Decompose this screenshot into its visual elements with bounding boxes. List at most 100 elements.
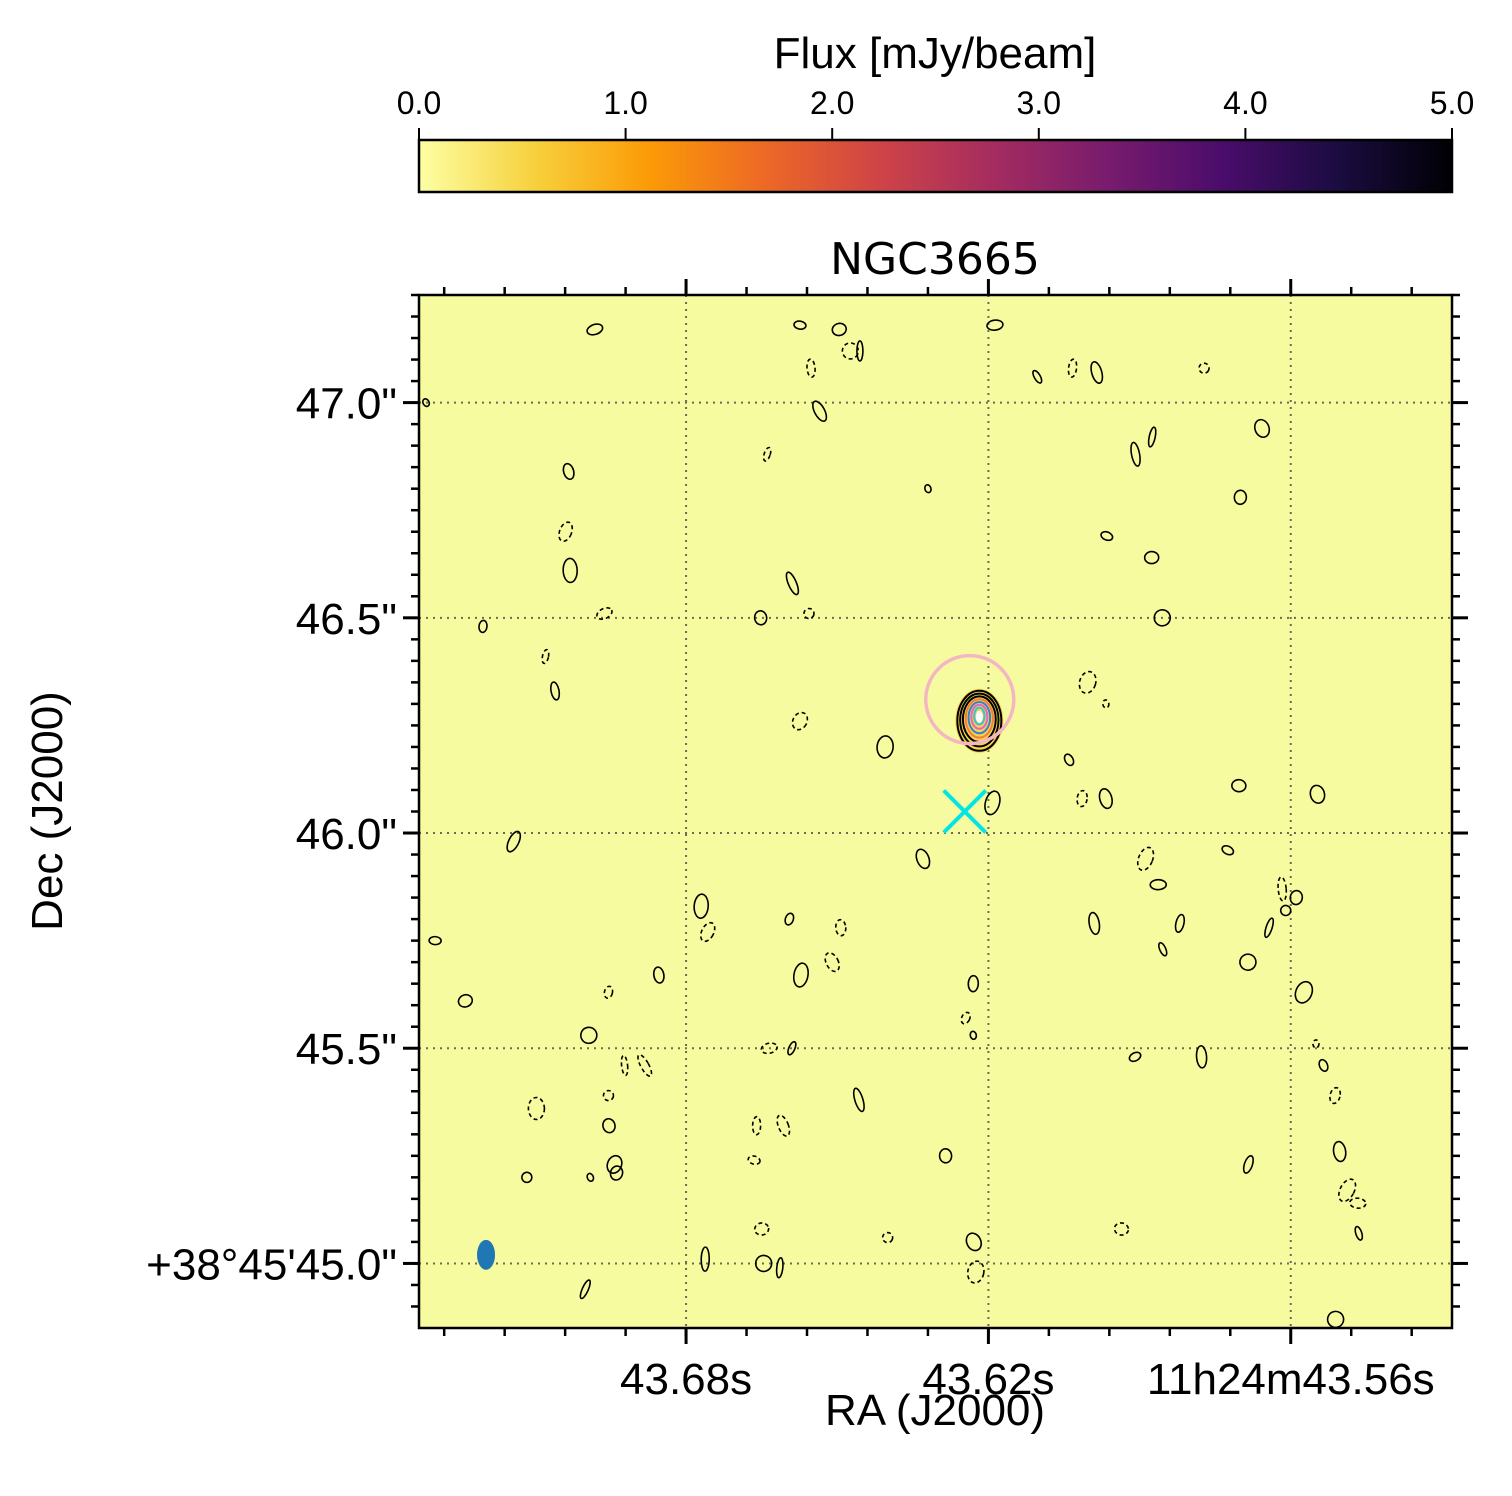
plot-background [419,295,1452,1328]
y-tick-label: 46.0" [296,810,397,859]
positive-contour [609,1165,624,1181]
negative-contour [806,358,816,378]
negative-contour [1067,358,1078,378]
positive-contour [1242,1155,1255,1174]
positive-contour [1088,911,1101,936]
positive-contour [1231,778,1247,793]
positive-contour [753,610,768,626]
positive-contour [1098,788,1113,810]
plot-frame [417,293,1454,1330]
positive-contour [1332,1140,1347,1163]
negative-contour [824,952,841,973]
colorbar: Flux [mJy/beam] 0.0 1.0 2.0 3.0 4.0 5.0 [397,29,1474,194]
negative-contour [1102,699,1110,709]
source-peak [975,710,983,723]
positive-contour [793,320,807,330]
negative-contour [541,648,550,665]
positive-contour [856,340,864,362]
negative-contour [596,607,613,620]
colorbar-gradient [417,138,1454,194]
negative-contour [1078,670,1097,694]
source-contour [967,701,992,735]
positive-contour [1233,489,1248,506]
positive-contour [457,993,474,1008]
plot-area [403,279,1468,1344]
colorbar-tick-label: 0.0 [397,85,441,121]
positive-contour [812,400,828,423]
positive-contour [521,1171,533,1184]
positive-contour [693,893,710,919]
axis-ticks [403,279,1468,1344]
positive-contour [1147,426,1157,448]
positive-contour [831,322,848,337]
negative-contour [966,1260,985,1284]
positive-contour [1354,1225,1364,1241]
x-tick-label: 43.62s [922,1355,1054,1404]
positive-contour [1158,941,1168,957]
negative-contour [1338,1178,1357,1203]
colorbar-tick-label: 4.0 [1223,85,1267,121]
positive-contour [785,571,800,596]
negative-contour [602,1089,615,1102]
positive-contour [1174,913,1186,934]
positive-contour [1100,530,1114,542]
positive-contour [1253,418,1271,439]
positive-contour [1032,369,1043,384]
source-contour [970,703,989,730]
positive-contour [478,619,488,634]
y-tick-label: 46.5" [296,595,397,644]
positive-contour [787,1040,797,1056]
negative-contour [834,918,847,937]
positive-contour [421,398,431,408]
colorbar-label: Flux [mJy/beam] [774,29,1097,78]
positive-contour [1143,550,1160,565]
negative-contour [881,1231,894,1244]
positive-contour [652,966,665,984]
positive-contour [1239,953,1257,971]
positive-contour [1063,753,1075,767]
negative-contour [751,1115,762,1136]
noise-contours [421,319,1367,1328]
x-tick-labels: 43.68s 43.62s 11h24m43.56s [620,1355,1435,1404]
negative-contour [760,1042,778,1055]
source-contour [959,692,1000,748]
markers [477,653,1016,1270]
colorbar-tick-label: 2.0 [810,85,854,121]
chart-title: NGC3665 [830,234,1040,285]
negative-contour [1136,846,1155,872]
positive-contour [784,912,795,926]
negative-contour [1277,876,1288,902]
negative-contour [1348,1197,1367,1210]
negative-contour [1113,1222,1130,1236]
negative-contour [960,1011,971,1025]
negative-contour [699,921,716,943]
positive-contour [1153,609,1172,627]
positive-contour [1090,361,1104,384]
positive-contour [1130,441,1141,467]
circle-marker [924,653,1016,746]
positive-contour [602,1117,616,1134]
positive-contour [1149,878,1168,891]
colorbar-tick-label: 3.0 [1017,85,1061,121]
negative-contour [776,1114,791,1137]
positive-contour [1221,844,1235,856]
negative-contour [753,1222,770,1236]
positive-contour [580,1026,598,1045]
x-tick-label: 11h24m43.56s [1147,1355,1435,1404]
positive-contour [852,1087,865,1113]
colorbar-ticks: 0.0 1.0 2.0 3.0 4.0 5.0 [397,85,1474,140]
positive-contour [428,935,442,946]
positive-contour [1128,1051,1142,1063]
negative-contour [1312,1039,1320,1049]
positive-contour [924,483,932,494]
positive-contour [775,1256,784,1279]
positive-contour [754,1254,773,1273]
positive-contour [969,1030,978,1041]
beam-ellipse [477,1239,496,1270]
positive-contour [967,974,980,993]
y-axis-label: Dec (J2000) [23,691,72,931]
cross-marker-stroke-2 [942,789,988,834]
positive-contour [938,1148,953,1164]
positive-contour [1294,980,1314,1004]
